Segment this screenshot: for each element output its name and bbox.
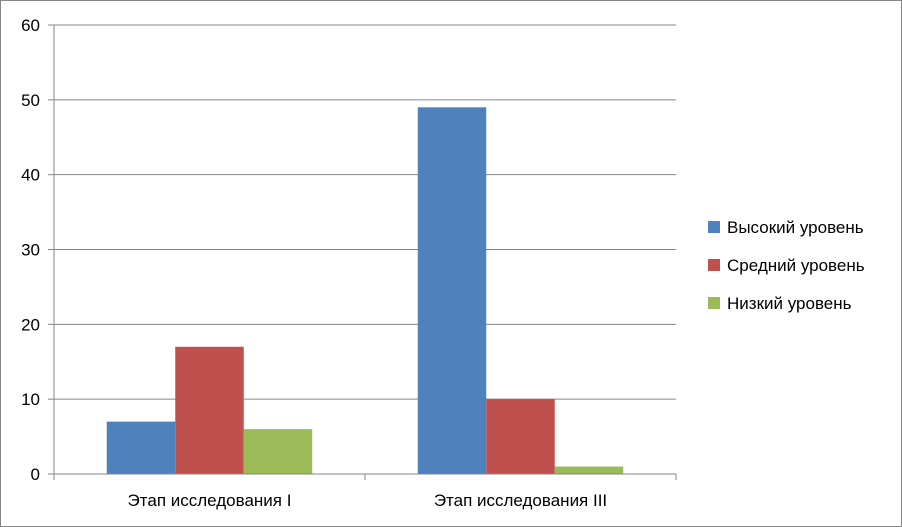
y-tick-label-40: 40 (21, 166, 40, 185)
bar-2-1 (417, 107, 487, 475)
bar-1-1 (106, 421, 176, 474)
y-tick-label-30: 30 (21, 241, 40, 260)
legend-label-2: Средний уровень (727, 256, 865, 275)
axes (48, 24, 677, 480)
y-tick-label-50: 50 (21, 91, 40, 110)
legend: Высокий уровень Средний уровень Низкий уро… (708, 218, 865, 313)
x-category-label-1: Этап исследования I (128, 491, 292, 510)
legend-label-1: Высокий уровень (727, 218, 864, 237)
y-tick-label-60: 60 (21, 16, 40, 35)
axis-labels: 0 10 20 30 40 50 60 Этап исследования I Этап исс… (21, 16, 607, 510)
bar-1-3 (243, 429, 313, 474)
x-category-label-2: Этап исследования III (434, 491, 607, 510)
bar-1-2 (175, 346, 244, 474)
bars (106, 107, 624, 475)
gridlines (54, 24, 676, 400)
legend-swatch-2 (708, 259, 720, 271)
legend-label-3: Низкий уровень (727, 294, 852, 313)
bar-2-2 (486, 399, 555, 474)
bar-2-3 (554, 466, 624, 474)
y-tick-label-10: 10 (21, 390, 40, 409)
legend-swatch-3 (708, 297, 720, 309)
y-tick-label-0: 0 (31, 465, 40, 484)
legend-swatch-1 (708, 221, 720, 233)
y-tick-label-20: 20 (21, 315, 40, 334)
